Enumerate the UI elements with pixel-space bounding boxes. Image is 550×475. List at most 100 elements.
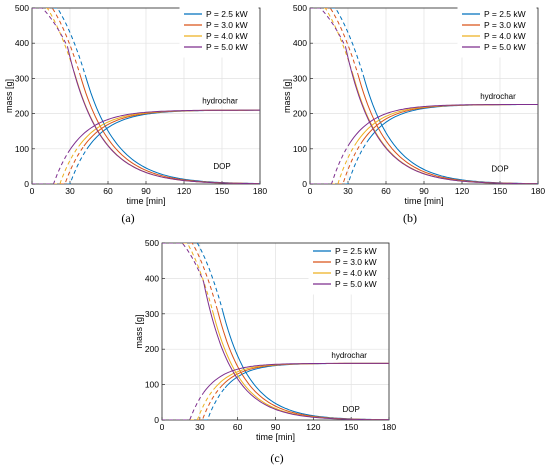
annotation-hydrochar: hydrochar <box>202 97 238 106</box>
y-tick-label: 200 <box>145 344 159 354</box>
x-tick-label: 180 <box>253 186 267 196</box>
y-tick-label: 300 <box>145 309 159 319</box>
y-axis-label: mass [g] <box>282 79 292 113</box>
x-axis-label: time [min] <box>256 432 295 442</box>
x-tick-label: 120 <box>177 186 191 196</box>
dop-dashed-line-4 <box>162 243 205 283</box>
y-tick-label: 300 <box>15 73 29 83</box>
hydrochar-dashed-line-1 <box>310 141 368 184</box>
legend-label: P = 5.0 kW <box>335 279 377 289</box>
chart-panel-1: 0 30 60 90 120 150 180 0 100 200 300 400 500 time [mi… <box>4 3 267 225</box>
y-tick-label: 500 <box>15 3 29 13</box>
hydrochar-dashed-line-1 <box>162 387 226 420</box>
annotation-dop: DOP <box>213 162 230 171</box>
y-tick-label: 0 <box>154 415 159 425</box>
x-tick-label: 90 <box>419 186 429 196</box>
x-tick-label: 60 <box>233 422 243 432</box>
dop-dashed-line-3 <box>162 243 213 311</box>
dop-dashed-line-4 <box>32 8 68 47</box>
legend-box <box>308 243 388 295</box>
y-tick-label: 400 <box>15 38 29 48</box>
y-tick-label: 100 <box>15 144 29 154</box>
x-axis-label: time [min] <box>404 196 443 206</box>
hydrochar-dashed-line-3 <box>32 145 80 184</box>
annotation-hydrochar: hydrochar <box>480 92 516 101</box>
hydrochar-dashed-line-2 <box>310 141 363 184</box>
dop-dashed-line-4 <box>310 8 346 47</box>
x-tick-label: 180 <box>531 186 545 196</box>
y-tick-label: 0 <box>24 179 29 189</box>
series-group <box>310 8 538 184</box>
legend: P = 2.5 kWP = 3.0 kWP = 4.0 kWP = 5.0 kW <box>179 6 259 58</box>
hydrochar-line-4 <box>203 362 389 393</box>
hydrochar-line-4 <box>347 104 538 147</box>
series-group <box>32 8 260 184</box>
x-tick-label: 0 <box>30 186 35 196</box>
x-tick-label: 150 <box>493 186 507 196</box>
chart-panel-3: 0 30 60 90 120 150 180 0 100 200 300 400 500 time [mi… <box>134 238 396 465</box>
legend-box <box>179 6 259 58</box>
legend-label: P = 5.0 kW <box>206 42 248 52</box>
x-tick-label: 90 <box>271 422 281 432</box>
annotation-dop: DOP <box>491 165 508 174</box>
y-tick-label: 100 <box>145 380 159 390</box>
y-tick-label: 200 <box>15 109 29 119</box>
hydrochar-dashed-line-2 <box>162 387 221 420</box>
y-tick-label: 0 <box>302 179 307 189</box>
dop-dashed-line-2 <box>32 8 81 76</box>
y-tick-label: 400 <box>293 38 307 48</box>
legend-label: P = 3.0 kW <box>484 20 526 30</box>
x-tick-label: 120 <box>455 186 469 196</box>
panel-caption: (b) <box>403 211 417 225</box>
legend-label: P = 2.5 kW <box>484 9 526 19</box>
y-axis-label: mass [g] <box>4 79 14 113</box>
hydrochar-line-4 <box>69 109 260 150</box>
y-tick-label: 300 <box>293 73 307 83</box>
series-group <box>162 243 389 420</box>
legend-label: P = 4.0 kW <box>484 31 526 41</box>
x-tick-label: 150 <box>215 186 229 196</box>
hydrochar-dashed-line-4 <box>310 145 349 184</box>
legend-box <box>457 6 537 58</box>
legend: P = 2.5 kWP = 3.0 kWP = 4.0 kWP = 5.0 kW <box>308 243 388 295</box>
panel-caption: (a) <box>121 211 134 225</box>
x-tick-label: 30 <box>195 422 205 432</box>
legend-label: P = 2.5 kW <box>206 9 248 19</box>
x-tick-label: 30 <box>65 186 75 196</box>
y-tick-label: 400 <box>145 273 159 283</box>
dop-dashed-line-2 <box>310 8 359 76</box>
dop-dashed-line-1 <box>162 243 223 311</box>
y-tick-label: 500 <box>145 238 159 248</box>
dop-dashed-line-2 <box>162 243 218 311</box>
annotation-dop: DOP <box>342 405 359 414</box>
x-tick-label: 180 <box>382 422 396 432</box>
legend-label: P = 3.0 kW <box>206 20 248 30</box>
x-axis-label: time [min] <box>126 196 165 206</box>
dop-line-4 <box>345 46 538 184</box>
legend-label: P = 2.5 kW <box>335 246 377 256</box>
dop-line-4 <box>203 281 389 420</box>
legend-label: P = 4.0 kW <box>206 31 248 41</box>
hydrochar-dashed-line-1 <box>32 145 90 184</box>
x-tick-label: 90 <box>141 186 151 196</box>
legend-label: P = 3.0 kW <box>335 257 377 267</box>
legend-label: P = 5.0 kW <box>484 42 526 52</box>
hydrochar-dashed-line-4 <box>162 392 205 420</box>
legend-label: P = 4.0 kW <box>335 268 377 278</box>
x-tick-label: 0 <box>308 186 313 196</box>
hydrochar-dashed-line-2 <box>32 145 85 184</box>
x-tick-label: 60 <box>103 186 113 196</box>
y-tick-label: 200 <box>293 109 307 119</box>
x-tick-label: 30 <box>343 186 353 196</box>
y-tick-label: 500 <box>293 3 307 13</box>
y-tick-label: 100 <box>293 144 307 154</box>
annotation-hydrochar: hydrochar <box>331 351 367 360</box>
dop-line-4 <box>67 46 260 184</box>
x-tick-label: 60 <box>381 186 391 196</box>
x-tick-label: 120 <box>306 422 320 432</box>
panel-caption: (c) <box>270 451 283 465</box>
legend: P = 2.5 kWP = 3.0 kWP = 4.0 kWP = 5.0 kW <box>457 6 537 58</box>
chart-panel-2: 0 30 60 90 120 150 180 0 100 200 300 400 500 time [mi… <box>282 3 545 225</box>
